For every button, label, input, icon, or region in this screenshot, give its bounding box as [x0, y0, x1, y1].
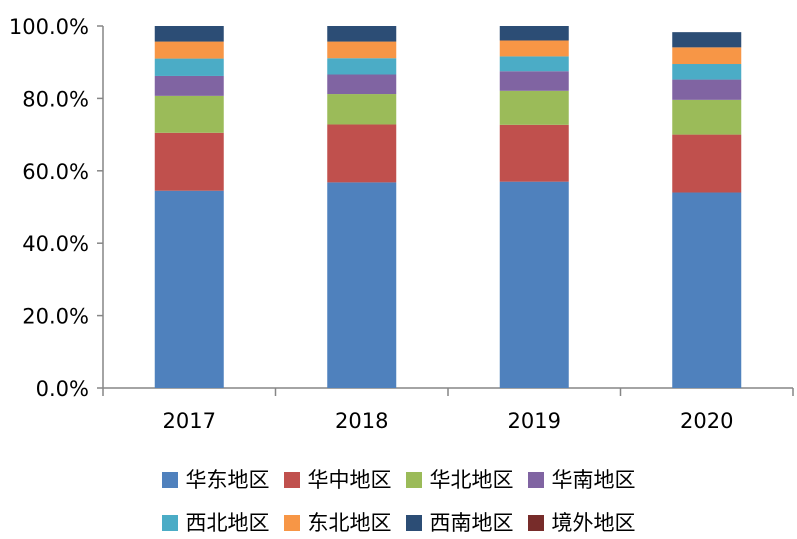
bar-segment	[327, 124, 397, 183]
bar-segment	[499, 90, 569, 125]
bar-segment	[154, 190, 224, 388]
bar-segment	[327, 74, 397, 95]
bar-segment	[672, 79, 742, 100]
legend-label-dongbei: 东北地区	[307, 511, 392, 535]
x-tick-label: 2017	[163, 409, 216, 433]
legend-item-huadong: 华东地区	[161, 467, 270, 493]
legend-label-jingwai: 境外地区	[551, 511, 636, 535]
bar-segment	[672, 32, 742, 48]
bar-segment	[499, 40, 569, 57]
legend-swatch-huadong	[161, 472, 178, 488]
legend-item-huazhong: 华中地区	[283, 467, 392, 493]
bar-segment	[154, 41, 224, 59]
bar-segment	[327, 26, 397, 42]
legend-item-huanan: 华南地区	[527, 467, 636, 493]
bar-segment	[154, 26, 224, 42]
bar-segment	[327, 94, 397, 125]
bar-segment	[154, 58, 224, 76]
legend-row-1: 华东地区 华中地区 华北地区 华南地区	[0, 467, 797, 493]
legend-label-huabei: 华北地区	[429, 468, 514, 492]
bar-segment	[499, 26, 569, 41]
legend-label-xinan: 西南地区	[429, 511, 514, 535]
legend-swatch-huanan	[527, 472, 544, 488]
bar-segment	[154, 75, 224, 96]
legend-swatch-huabei	[405, 472, 422, 488]
legend-swatch-jingwai	[527, 515, 544, 531]
bar-segment	[154, 132, 224, 191]
y-tick-label: 80.0%	[22, 87, 89, 111]
legend-item-xinan: 西南地区	[405, 510, 514, 536]
y-tick-label: 40.0%	[22, 232, 89, 256]
legend-item-dongbei: 东北地区	[283, 510, 392, 536]
y-tick-label: 20.0%	[22, 305, 89, 329]
bar-segment	[672, 47, 742, 65]
legend-swatch-dongbei	[283, 515, 300, 531]
bar-segment	[672, 64, 742, 80]
legend-label-huanan: 华南地区	[551, 468, 636, 492]
bar-segment	[499, 56, 569, 72]
bar-segment	[499, 124, 569, 182]
stacked-bar-chart: 0.0% 20.0% 40.0% 60.0% 80.0% 100.0% 2017 2018 20…	[9, 15, 794, 433]
bar-segment	[327, 58, 397, 75]
bar-segment	[499, 71, 569, 91]
y-tick-label: 100.0%	[9, 15, 89, 39]
bar-segment	[672, 134, 742, 193]
bar-segment	[672, 192, 742, 388]
legend-label-huadong: 华东地区	[185, 468, 270, 492]
legend-item-huabei: 华北地区	[405, 467, 514, 493]
bar-segment	[672, 99, 742, 135]
x-tick-label: 2018	[335, 409, 388, 433]
legend-row-2: 西北地区 东北地区 西南地区 境外地区	[0, 510, 797, 536]
legend-label-xibei: 西北地区	[185, 511, 270, 535]
bar-segment	[499, 181, 569, 388]
legend-swatch-xinan	[405, 515, 422, 531]
bar-segment	[154, 95, 224, 133]
x-tick-label: 2019	[508, 409, 561, 433]
legend-label-huazhong: 华中地区	[307, 468, 392, 492]
x-tick-label: 2020	[680, 409, 733, 433]
bar-segment	[327, 41, 397, 59]
bar-segment	[327, 182, 397, 388]
y-tick-label: 0.0%	[36, 377, 89, 401]
legend-item-xibei: 西北地区	[161, 510, 270, 536]
y-tick-label: 60.0%	[22, 160, 89, 184]
legend-swatch-huazhong	[283, 472, 300, 488]
legend-swatch-xibei	[161, 515, 178, 531]
legend-item-jingwai: 境外地区	[527, 510, 636, 536]
